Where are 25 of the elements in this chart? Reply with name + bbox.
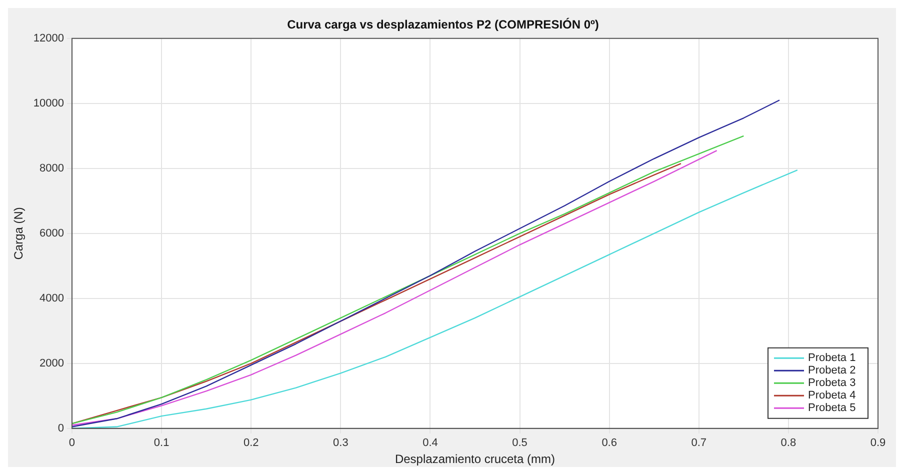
legend-label: Probeta 5 (808, 402, 856, 414)
legend-label: Probeta 2 (808, 364, 856, 377)
x-tick-label: 0.8 (780, 437, 796, 450)
x-axis-title: Desplazamiento cruceta (mm) (394, 452, 556, 466)
x-tick-label: 0.6 (602, 437, 617, 450)
y-tick-label: 12000 (33, 32, 64, 44)
x-tick-label: 0.9 (870, 437, 886, 450)
legend-label: Probeta 4 (808, 390, 856, 402)
legend-label: Probeta 1 (808, 352, 856, 364)
y-tick-label: 10000 (33, 97, 64, 110)
y-tick-label: 2000 (40, 357, 64, 370)
x-tick-label: 0.5 (512, 437, 528, 450)
x-tick-label: 0.4 (422, 437, 438, 450)
x-tick-label: 0 (68, 437, 76, 450)
x-tick-label: 0.7 (691, 437, 707, 450)
x-tick-label: 0.2 (243, 437, 259, 450)
legend-label: Probeta 3 (808, 377, 856, 390)
y-tick-label: 0 (58, 422, 64, 434)
y-axis-title: Carga (N) (12, 207, 26, 260)
x-tick-label: 0.1 (154, 437, 170, 450)
y-tick-label: 4000 (40, 292, 64, 304)
y-tick-label: 8000 (40, 162, 64, 174)
x-tick-label: 0.3 (333, 437, 348, 450)
y-tick-label: 6000 (40, 227, 64, 240)
chart-title: Curva carga vs desplazamientos P2 (COMPRESIÓN 0º) (287, 18, 599, 32)
